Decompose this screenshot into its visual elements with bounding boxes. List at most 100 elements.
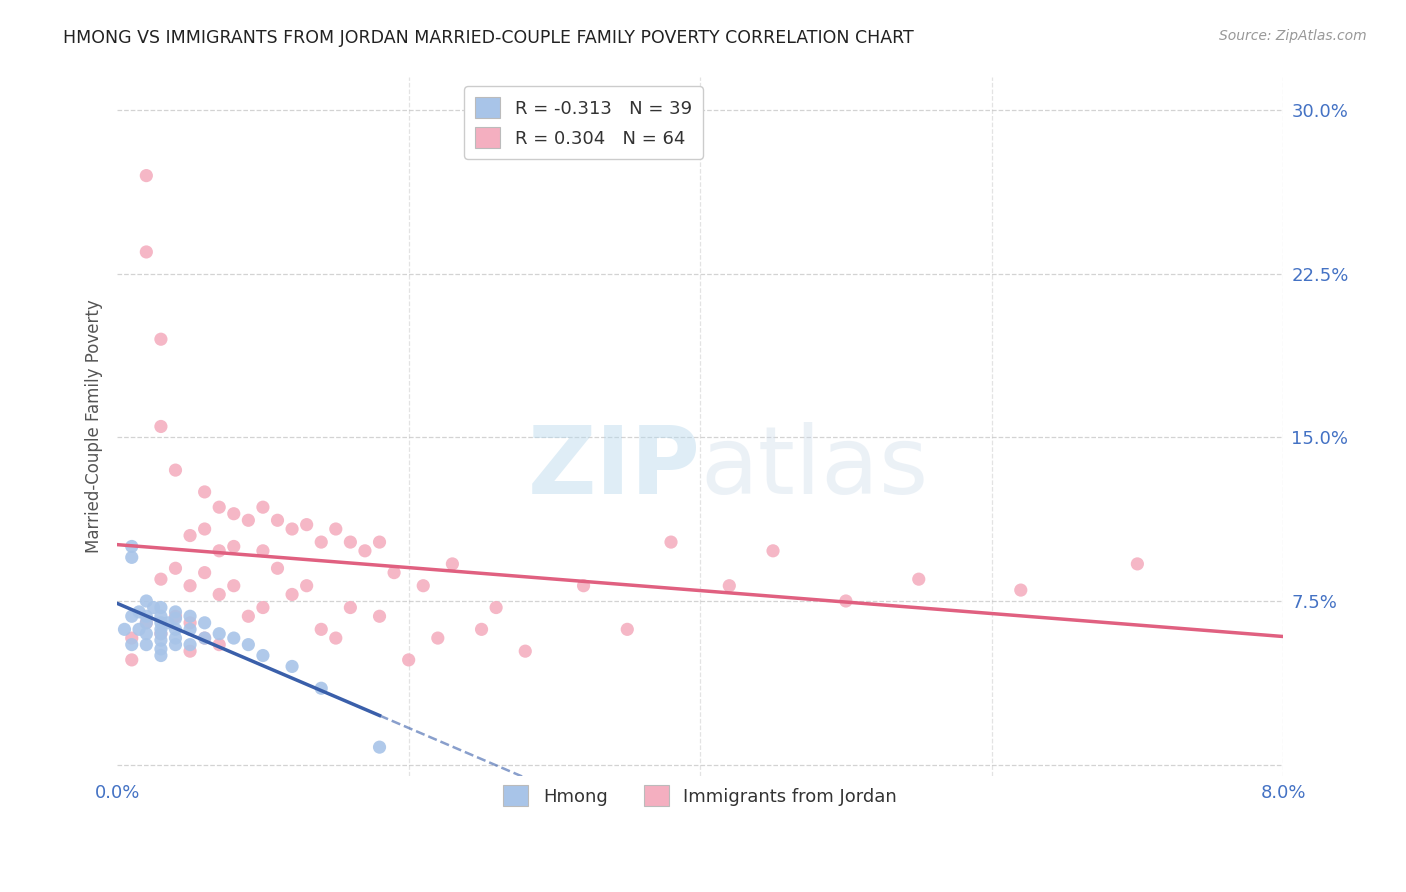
- Point: [135, 609, 157, 624]
- Point: [149, 642, 172, 657]
- Y-axis label: Married-Couple Family Poverty: Married-Couple Family Poverty: [86, 300, 103, 553]
- Point: [1010, 583, 1032, 598]
- Point: [135, 244, 157, 259]
- Point: [121, 550, 143, 565]
- Point: [368, 535, 391, 549]
- Point: [222, 579, 245, 593]
- Point: [179, 644, 201, 658]
- Point: [157, 615, 180, 630]
- Point: [252, 648, 274, 663]
- Point: [309, 681, 332, 696]
- Point: [309, 535, 332, 549]
- Point: [135, 626, 157, 640]
- Point: [485, 600, 508, 615]
- Point: [266, 561, 288, 575]
- Point: [252, 600, 274, 615]
- Point: [149, 648, 172, 663]
- Point: [762, 544, 785, 558]
- Point: [135, 594, 157, 608]
- Point: [149, 419, 172, 434]
- Point: [354, 544, 377, 558]
- Point: [165, 611, 187, 625]
- Point: [149, 600, 172, 615]
- Point: [616, 623, 638, 637]
- Point: [149, 332, 172, 346]
- Point: [194, 566, 217, 580]
- Point: [309, 623, 332, 637]
- Point: [572, 579, 595, 593]
- Point: [426, 631, 449, 645]
- Point: [208, 638, 231, 652]
- Point: [295, 579, 318, 593]
- Point: [659, 535, 682, 549]
- Point: [179, 623, 201, 637]
- Point: [281, 659, 304, 673]
- Text: Source: ZipAtlas.com: Source: ZipAtlas.com: [1219, 29, 1367, 44]
- Point: [339, 600, 361, 615]
- Text: ZIP: ZIP: [527, 422, 700, 515]
- Point: [135, 615, 157, 630]
- Point: [121, 653, 143, 667]
- Point: [121, 638, 143, 652]
- Point: [179, 528, 201, 542]
- Point: [194, 631, 217, 645]
- Point: [368, 609, 391, 624]
- Point: [165, 605, 187, 619]
- Point: [208, 544, 231, 558]
- Point: [382, 566, 405, 580]
- Point: [121, 609, 143, 624]
- Point: [114, 623, 136, 637]
- Point: [238, 513, 260, 527]
- Point: [165, 561, 187, 575]
- Point: [325, 522, 347, 536]
- Point: [412, 579, 434, 593]
- Point: [121, 631, 143, 645]
- Point: [165, 623, 187, 637]
- Point: [128, 605, 150, 619]
- Point: [165, 463, 187, 477]
- Point: [135, 615, 157, 630]
- Point: [222, 540, 245, 554]
- Point: [238, 638, 260, 652]
- Point: [149, 609, 172, 624]
- Point: [208, 587, 231, 601]
- Point: [165, 631, 187, 645]
- Point: [179, 609, 201, 624]
- Point: [398, 653, 420, 667]
- Point: [222, 507, 245, 521]
- Point: [149, 623, 172, 637]
- Point: [194, 484, 217, 499]
- Point: [149, 615, 172, 630]
- Point: [208, 500, 231, 515]
- Point: [165, 609, 187, 624]
- Point: [339, 535, 361, 549]
- Point: [135, 638, 157, 652]
- Point: [515, 644, 537, 658]
- Legend: Hmong, Immigrants from Jordan: Hmong, Immigrants from Jordan: [494, 776, 907, 815]
- Point: [194, 615, 217, 630]
- Point: [149, 572, 172, 586]
- Point: [179, 638, 201, 652]
- Point: [142, 600, 165, 615]
- Point: [1126, 557, 1149, 571]
- Point: [149, 626, 172, 640]
- Point: [325, 631, 347, 645]
- Point: [179, 579, 201, 593]
- Point: [907, 572, 929, 586]
- Point: [165, 638, 187, 652]
- Point: [128, 623, 150, 637]
- Point: [149, 626, 172, 640]
- Point: [470, 623, 492, 637]
- Point: [835, 594, 858, 608]
- Point: [222, 631, 245, 645]
- Point: [149, 633, 172, 648]
- Point: [295, 517, 318, 532]
- Point: [194, 631, 217, 645]
- Point: [238, 609, 260, 624]
- Point: [179, 615, 201, 630]
- Point: [281, 587, 304, 601]
- Text: HMONG VS IMMIGRANTS FROM JORDAN MARRIED-COUPLE FAMILY POVERTY CORRELATION CHART: HMONG VS IMMIGRANTS FROM JORDAN MARRIED-…: [63, 29, 914, 47]
- Text: atlas: atlas: [700, 422, 928, 515]
- Point: [252, 544, 274, 558]
- Point: [368, 740, 391, 755]
